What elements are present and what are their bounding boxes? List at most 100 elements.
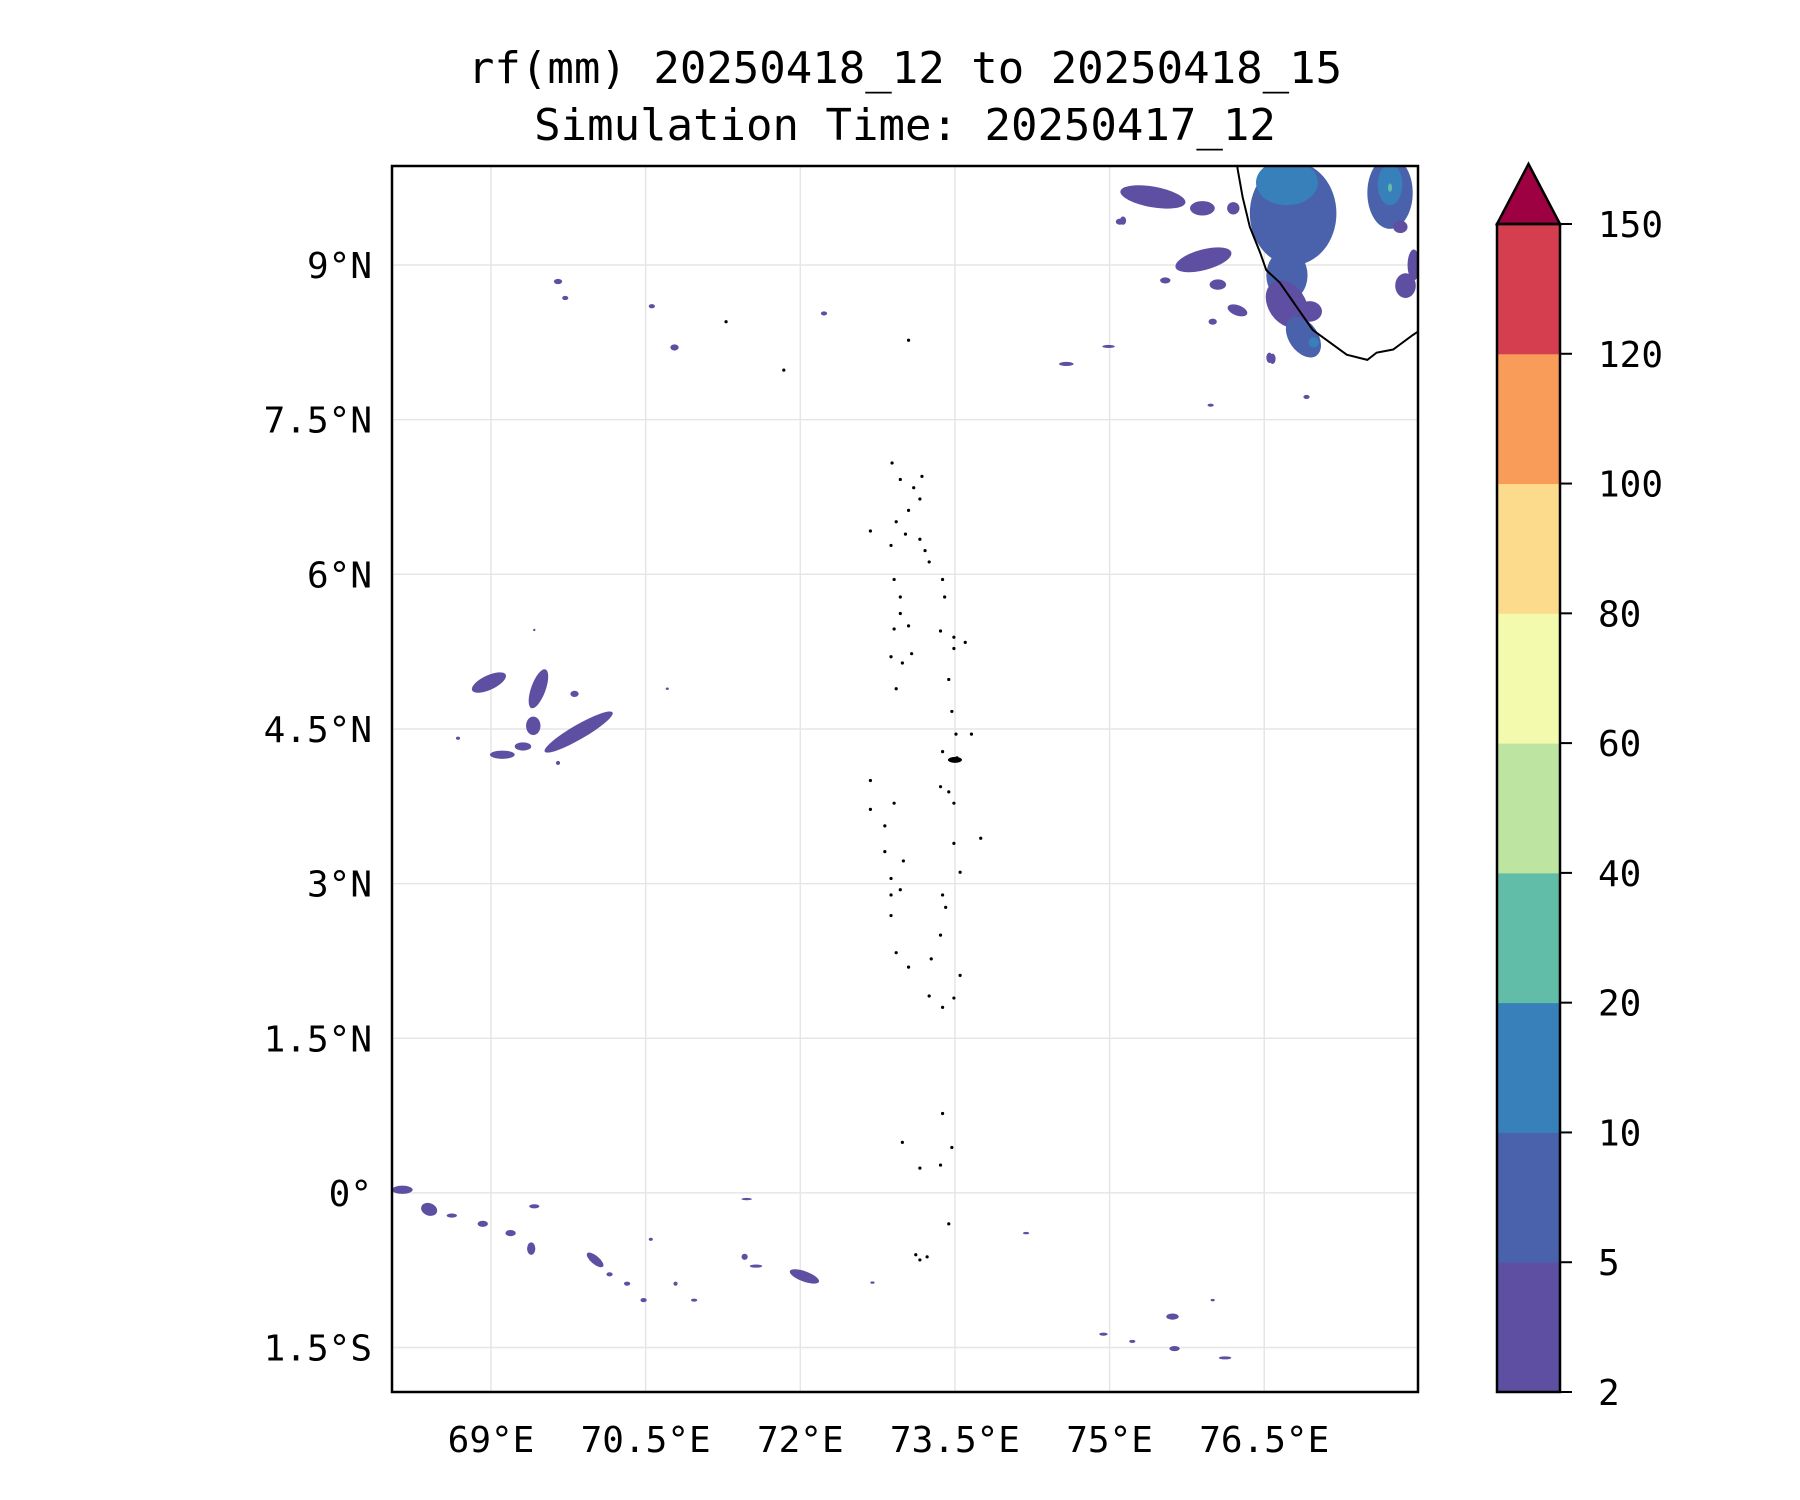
island-dot: [944, 905, 948, 909]
colorbar-label: 60: [1598, 724, 1641, 765]
rain-patch: [648, 304, 655, 309]
rain-patch: [1265, 280, 1309, 328]
colorbar-label: 20: [1598, 984, 1641, 1025]
x-tick-label: 76.5°E: [1199, 1420, 1329, 1461]
island-dot: [889, 876, 893, 881]
colorbar-bin: [1497, 483, 1560, 614]
colorbar-bin: [1497, 1002, 1560, 1133]
island-dot: [889, 893, 893, 897]
island-dot: [889, 543, 893, 548]
island-dot: [943, 595, 947, 599]
island-dot: [898, 888, 902, 892]
island-dot: [894, 520, 898, 524]
rain-patch: [505, 1230, 516, 1237]
y-tick-label: 4.5°N: [264, 710, 372, 751]
rain-patch: [526, 716, 541, 736]
rain-patch: [514, 742, 532, 751]
island-dot: [940, 577, 945, 582]
island-male: [947, 756, 962, 763]
island-dot: [947, 677, 951, 682]
colorbar-extend-arrow: [1494, 161, 1563, 226]
rain-patch: [528, 669, 549, 709]
island-dot: [940, 750, 945, 754]
x-tick-label: 73.5°E: [890, 1420, 1020, 1461]
rain-patch: [489, 750, 515, 759]
colorbar-label: 150: [1598, 205, 1663, 246]
colorbar-bin: [1497, 613, 1560, 744]
rain-patch: [870, 1281, 875, 1284]
island-dot: [868, 529, 873, 533]
rain-patch: [665, 687, 669, 690]
rain-patch: [544, 711, 613, 753]
island-dot: [912, 486, 916, 490]
island-dot: [903, 532, 908, 536]
island-dot: [940, 893, 945, 897]
island-dot: [918, 1166, 922, 1170]
island-dot: [892, 801, 896, 805]
rain-patch: [670, 344, 679, 351]
y-tick-label: 0°: [329, 1174, 372, 1215]
colorbar: 2 5 10 20 40 60 80 100 120 150: [1494, 161, 1663, 1414]
island-dot: [938, 629, 943, 633]
colorbar-label: 120: [1598, 335, 1663, 376]
island-dot: [918, 497, 922, 501]
island-dot: [901, 859, 906, 863]
rain-patch: [1169, 1346, 1180, 1352]
rain-patch: [1207, 403, 1214, 407]
y-tick-label: 3°N: [307, 865, 372, 906]
island-dot: [950, 1145, 954, 1150]
rain-patch: [1166, 1313, 1179, 1320]
rain-patch: [392, 1185, 413, 1194]
island-dot: [938, 1163, 943, 1167]
island-dot: [890, 461, 894, 465]
island-dot: [868, 807, 873, 811]
island-dot: [952, 635, 956, 639]
colorbar-label: 10: [1598, 1113, 1641, 1154]
colorbar-bin: [1497, 1132, 1560, 1263]
rain-patch: [1407, 249, 1418, 281]
island-dot: [906, 965, 911, 969]
colorbar-label: 100: [1598, 465, 1663, 506]
rain-patch: [741, 1253, 748, 1260]
island-dot: [929, 957, 933, 961]
colorbar-bin: [1497, 872, 1560, 1004]
rain-patch: [1160, 277, 1171, 284]
rain-patch: [820, 311, 828, 316]
island-dot: [906, 624, 911, 628]
plot-frame: [390, 164, 1420, 1394]
rain-patch: [673, 1281, 678, 1286]
rain-patch: [1259, 175, 1280, 201]
colorbar-label: 5: [1598, 1243, 1620, 1284]
island-dot: [868, 778, 873, 783]
island-dot: [898, 477, 902, 482]
rain-patch: [741, 1197, 752, 1201]
rain-patch: [1120, 185, 1186, 209]
rain-patch: [471, 672, 507, 693]
y-tick-label: 9°N: [307, 246, 372, 287]
y-tick-label: 1.5°N: [264, 1019, 372, 1060]
rain-patch: [1210, 1298, 1215, 1302]
island-dot: [979, 836, 983, 840]
colorbar-frame: [1495, 222, 1562, 1394]
colorbar-label: 2: [1598, 1373, 1620, 1414]
rain-patch: [623, 1281, 631, 1286]
x-tick-label: 69°E: [448, 1420, 535, 1461]
rain-patch: [749, 1264, 763, 1268]
rain-patch: [1129, 1339, 1136, 1343]
rain-patch: [1227, 202, 1240, 215]
island-dot: [910, 652, 914, 656]
island-dot: [927, 560, 931, 564]
island-dot: [923, 548, 927, 553]
island-dot: [906, 508, 911, 512]
colorbar-label: 40: [1598, 854, 1641, 895]
rain-patch: [1209, 279, 1227, 290]
island-dot: [938, 933, 943, 937]
rain-patch: [1393, 220, 1408, 234]
island-dot: [918, 537, 922, 541]
rain-patch: [562, 295, 569, 301]
island-dot: [892, 627, 896, 631]
island-dot: [958, 973, 962, 977]
rain-patch: [1285, 316, 1322, 358]
rain-patch: [606, 1272, 613, 1277]
map-area: [392, 166, 1418, 1360]
